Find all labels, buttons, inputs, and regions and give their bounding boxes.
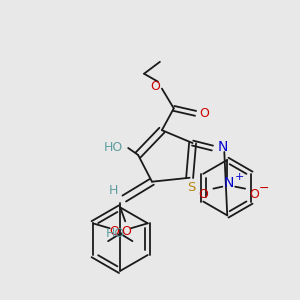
Text: HO: HO: [104, 140, 123, 154]
Text: −: −: [259, 182, 269, 195]
Text: N: N: [217, 140, 227, 154]
Text: N: N: [224, 176, 234, 190]
Text: HO: HO: [106, 227, 125, 240]
Text: O: O: [110, 225, 120, 238]
Text: +: +: [235, 172, 244, 182]
Text: H: H: [109, 184, 118, 197]
Text: O: O: [121, 225, 131, 238]
Text: S: S: [188, 181, 196, 194]
Text: O: O: [150, 80, 160, 93]
Text: O: O: [200, 107, 209, 120]
Text: O: O: [199, 188, 208, 201]
Text: O: O: [249, 188, 259, 201]
